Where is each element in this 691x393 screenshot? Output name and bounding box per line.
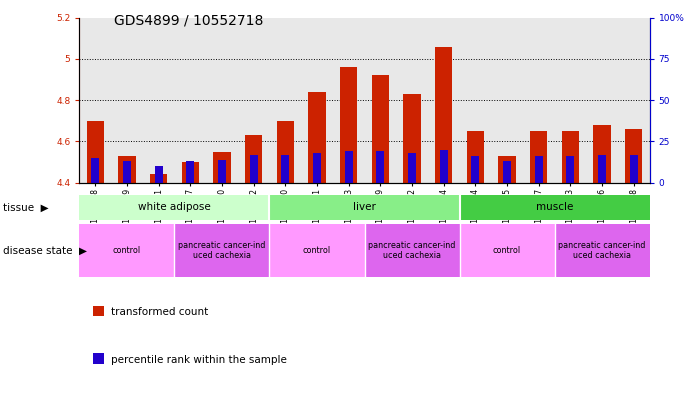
Bar	[408, 153, 416, 183]
Text: control: control	[303, 246, 331, 255]
Text: tissue  ▶: tissue ▶	[3, 202, 49, 212]
Bar	[435, 47, 453, 183]
Bar	[535, 156, 542, 183]
Text: muscle: muscle	[536, 202, 574, 212]
Bar	[625, 129, 643, 183]
Text: control: control	[493, 246, 521, 255]
Bar	[150, 174, 167, 183]
Bar	[530, 131, 547, 183]
Bar	[364, 224, 460, 277]
Bar	[554, 224, 650, 277]
Text: white adipose: white adipose	[138, 202, 211, 212]
Bar	[460, 195, 650, 220]
Text: control: control	[113, 246, 141, 255]
Text: GDS4899 / 10552718: GDS4899 / 10552718	[114, 14, 263, 28]
Bar	[276, 121, 294, 183]
Bar	[269, 224, 364, 277]
Bar	[345, 151, 352, 183]
Bar	[340, 67, 357, 183]
Text: liver: liver	[353, 202, 376, 212]
Bar	[79, 195, 269, 220]
Bar	[404, 94, 421, 183]
Bar	[308, 92, 325, 183]
Bar	[598, 155, 606, 183]
Bar	[503, 161, 511, 183]
Bar	[79, 224, 174, 277]
Bar	[439, 150, 448, 183]
Bar	[118, 156, 135, 183]
Text: transformed count: transformed count	[111, 307, 208, 318]
Bar	[218, 160, 226, 183]
Bar	[466, 131, 484, 183]
Text: percentile rank within the sample: percentile rank within the sample	[111, 354, 287, 365]
Bar	[187, 161, 194, 183]
Text: pancreatic cancer-ind
uced cachexia: pancreatic cancer-ind uced cachexia	[368, 241, 455, 260]
Text: pancreatic cancer-ind
uced cachexia: pancreatic cancer-ind uced cachexia	[558, 241, 645, 260]
Bar	[630, 155, 638, 183]
Bar	[245, 135, 263, 183]
Bar	[372, 75, 389, 183]
Bar	[498, 156, 515, 183]
Text: disease state  ▶: disease state ▶	[3, 246, 88, 255]
Bar	[562, 131, 579, 183]
Text: pancreatic cancer-ind
uced cachexia: pancreatic cancer-ind uced cachexia	[178, 241, 265, 260]
Bar	[377, 151, 384, 183]
Bar	[123, 161, 131, 183]
Bar	[567, 156, 574, 183]
Bar	[313, 153, 321, 183]
Bar	[269, 195, 460, 220]
Bar	[155, 166, 162, 183]
Bar	[174, 224, 269, 277]
Bar	[214, 152, 231, 183]
Bar	[281, 155, 290, 183]
Bar	[249, 155, 258, 183]
Bar	[86, 121, 104, 183]
Bar	[182, 162, 199, 183]
Bar	[460, 224, 554, 277]
Bar	[471, 156, 480, 183]
Bar	[91, 158, 100, 183]
Bar	[594, 125, 611, 183]
